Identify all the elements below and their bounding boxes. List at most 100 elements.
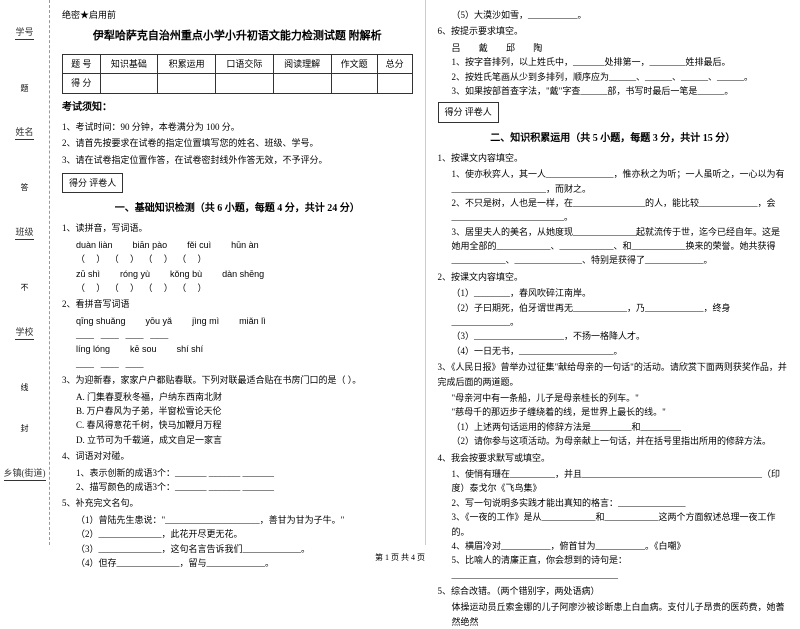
pinyin-row: líng lóng kē sou shí shí xyxy=(76,342,413,356)
score-box: 得分 评卷人 xyxy=(438,102,499,122)
q5-sub: （1）曾陆先生患说："_____________________，善甘为甘为子牛… xyxy=(76,513,413,527)
q3-opt: B. 万户春风为子弟，半窗松雪论天伦 xyxy=(76,404,413,418)
q6-sub: 3、如果按部首查字法，"戴"字查______部，书写时最后一笔是______。 xyxy=(452,84,789,98)
section1-title: 一、基础知识检测（共 6 小题，每题 4 分，共计 24 分） xyxy=(62,201,413,217)
notice-title: 考试须知： xyxy=(62,100,413,116)
q6-sub: 1、按字音排列，以上姓氏中，_______处排第一，________姓排最后。 xyxy=(452,55,789,69)
s2-q5-text: 体操运动员丘索金娜的儿子阿廖沙被诊断患上白血病。支付儿子昂贵的医药费，她蓍然绝然 xyxy=(452,600,789,629)
q4-sub: 1、表示创新的成语3个：_______ _______ _______ xyxy=(76,466,413,480)
table-row: 得 分 xyxy=(63,74,413,93)
binding-field-class: 班级 xyxy=(15,225,33,253)
score-header: 作文题 xyxy=(331,54,377,73)
score-table: 题 号 知识基础 积累运用 口语交际 阅读理解 作文题 总分 得 分 xyxy=(62,54,413,94)
score-header: 阅读理解 xyxy=(273,54,331,73)
s2-q2-sub: （4）一日无书，_____________________。 xyxy=(452,344,789,358)
notice-item: 2、请首先按要求在试卷的指定位置填写您的姓名、班级、学号。 xyxy=(62,136,413,150)
s2-q1-sub: 3、居里夫人的美名，从她度现______________起就流传于世，迄今已经自… xyxy=(452,225,789,268)
score-header: 积累运用 xyxy=(158,54,216,73)
pinyin: duàn liàn xyxy=(76,238,113,252)
s2-q1-sub: 2、不只是树，人也是一样，在________________的人，能比较____… xyxy=(452,196,789,225)
s2-q3: 3、《人民日报》曾举办过征集"献给母亲的一句话"的活动。请欣赏下面两则获奖作品，… xyxy=(438,360,789,389)
score-cell: 得 分 xyxy=(63,74,101,93)
q4: 4、词语对对碰。 xyxy=(62,449,413,463)
q6: 6、按提示要求填空。 xyxy=(438,24,789,38)
notice-item: 1、考试时间：90 分钟，本卷满分为 100 分。 xyxy=(62,120,413,134)
q1: 1、读拼音，写词语。 xyxy=(62,221,413,235)
score-cell xyxy=(100,74,158,93)
exam-title: 伊犁哈萨克自治州重点小学小升初语文能力检测试题 附解析 xyxy=(62,28,413,46)
s2-q1: 1、按课文内容填空。 xyxy=(438,151,789,165)
pinyin-row: qīng shuǎng yōu yǎ jìng mì miǎn lì xyxy=(76,314,413,328)
s2-q3-sub: "慈母千的那迈步子缠绕着的线，是世界上最长的线。" xyxy=(452,405,789,419)
section2-title: 二、知识积累运用（共 5 小题，每题 3 分，共计 15 分） xyxy=(438,131,789,147)
s2-q3-sub: （1）上述两句话运用的修辞方法是_________和_________ xyxy=(452,420,789,434)
blank-row: （ ） （ ） （ ） （ ） xyxy=(76,252,413,266)
blank-row: ____ ____ ____ ____ xyxy=(76,328,413,342)
s2-q2-sub: （2）子曰期死，伯牙谓世再无____________，乃____________… xyxy=(452,301,789,330)
pinyin-row: duàn liàn biān pào fěi cuì hūn àn xyxy=(76,238,413,252)
binding-margin: 学号 题 姓名 答 班级 不 学校 线 封 乡镇(街道) xyxy=(0,0,50,545)
secret-tag: 绝密★启用前 xyxy=(62,8,413,22)
pinyin: dàn shēng xyxy=(222,267,264,281)
q5-cont: （5）大漠沙如雪，___________。 xyxy=(452,8,789,22)
q5-sub: （2）______________，此花开尽更无花。 xyxy=(76,527,413,541)
score-header: 总分 xyxy=(377,54,412,73)
q3: 3、为迎新春，家家户户都贴春联。下列对联最适合贴在书房门口的是（ ）。 xyxy=(62,373,413,387)
binding-field-school: 学校 xyxy=(15,325,33,353)
table-row: 题 号 知识基础 积累运用 口语交际 阅读理解 作文题 总分 xyxy=(63,54,413,73)
binding-mark: 不 xyxy=(19,283,30,294)
page-footer: 第 1 页 共 4 页 xyxy=(0,552,800,563)
binding-mark: 线 xyxy=(19,383,30,394)
binding-mark: 封 xyxy=(19,424,30,435)
left-column: 绝密★启用前 伊犁哈萨克自治州重点小学小升初语文能力检测试题 附解析 题 号 知… xyxy=(50,0,426,545)
notice-item: 3、请在试卷指定位置作答，在试卷密封线外作答无效，不予评分。 xyxy=(62,153,413,167)
pinyin: zū shì xyxy=(76,267,100,281)
pinyin: qīng shuǎng xyxy=(76,314,126,328)
page-container: 学号 题 姓名 答 班级 不 学校 线 封 乡镇(街道) 绝密★启用前 伊犁哈萨… xyxy=(0,0,800,545)
pinyin: róng yù xyxy=(120,267,150,281)
binding-mark: 答 xyxy=(19,183,30,194)
pinyin: fěi cuì xyxy=(187,238,211,252)
q2: 2、看拼音写词语 xyxy=(62,297,413,311)
blank-row: ____ ____ ____ xyxy=(76,357,413,371)
binding-mark: 题 xyxy=(19,84,30,95)
s2-q5: 5、综合改错。（两个错别字，两处语病） xyxy=(438,584,789,598)
pinyin: shí shí xyxy=(177,342,204,356)
q4-sub: 2、描写颜色的成语3个：_______ _______ _______ xyxy=(76,480,413,494)
q3-opt: A. 门集春夏秋冬福，户纳东西南北财 xyxy=(76,390,413,404)
blank-row: （ ） （ ） （ ） （ ） xyxy=(76,281,413,295)
s2-q4: 4、我会按要求默写或填空。 xyxy=(438,451,789,465)
binding-field-xuehao: 学号 xyxy=(15,25,33,53)
s2-q4-sub: 1、使悄有珊在__________，并且____________________… xyxy=(452,467,789,496)
score-header: 题 号 xyxy=(63,54,101,73)
q3-opt: C. 春风得意花千树，快马加鞭月万程 xyxy=(76,418,413,432)
content-area: 绝密★启用前 伊犁哈萨克自治州重点小学小升初语文能力检测试题 附解析 题 号 知… xyxy=(50,0,800,545)
pinyin: hūn àn xyxy=(231,238,259,252)
s2-q3-sub: （2）请你参与这项活动。为母亲献上一句话，并在括号里指出所用的修辞方法。 xyxy=(452,434,789,448)
s2-q2: 2、按课文内容填空。 xyxy=(438,270,789,284)
score-box: 得分 评卷人 xyxy=(62,173,123,193)
q6-chars: 吕 戴 邱 陶 xyxy=(452,41,789,55)
pinyin: yōu yǎ xyxy=(146,314,173,328)
binding-field-town: 乡镇(街道) xyxy=(4,466,46,520)
score-header: 知识基础 xyxy=(100,54,158,73)
q3-opt: D. 立节可为千载道，成文自足一家言 xyxy=(76,433,413,447)
pinyin-row: zū shì róng yù kǒng bù dàn shēng xyxy=(76,267,413,281)
s2-q3-sub: "母亲河中有一条船，儿子是母亲桂长的列车。" xyxy=(452,391,789,405)
s2-q4-sub: 2、写一句说明多实践才能出真知的格言：_______________ xyxy=(452,496,789,510)
binding-field-name: 姓名 xyxy=(15,125,33,153)
pinyin: kǒng bù xyxy=(170,267,202,281)
s2-q1-sub: 1、使亦秋弈人，其一人_______________，惟亦秋之为听；一人虽听之，… xyxy=(452,167,789,196)
s2-q4-sub: 3、《一夜的工作》是从____________和____________这两个方… xyxy=(452,510,789,539)
q5: 5、补充完文名句。 xyxy=(62,496,413,510)
score-header: 口语交际 xyxy=(216,54,274,73)
pinyin: miǎn lì xyxy=(239,314,266,328)
pinyin: biān pào xyxy=(133,238,168,252)
pinyin: jìng mì xyxy=(192,314,219,328)
q6-sub: 2、按姓氏笔画从少到多排列，顺序应为______、______、______、_… xyxy=(452,70,789,84)
s2-q2-sub: （1）________，春风吹碎江南岸。 xyxy=(452,286,789,300)
s2-q2-sub: （3）____________________，不扬一格降人才。 xyxy=(452,329,789,343)
pinyin: kē sou xyxy=(130,342,157,356)
right-column: （5）大漠沙如雪，___________。 6、按提示要求填空。 吕 戴 邱 陶… xyxy=(426,0,800,545)
pinyin: líng lóng xyxy=(76,342,110,356)
